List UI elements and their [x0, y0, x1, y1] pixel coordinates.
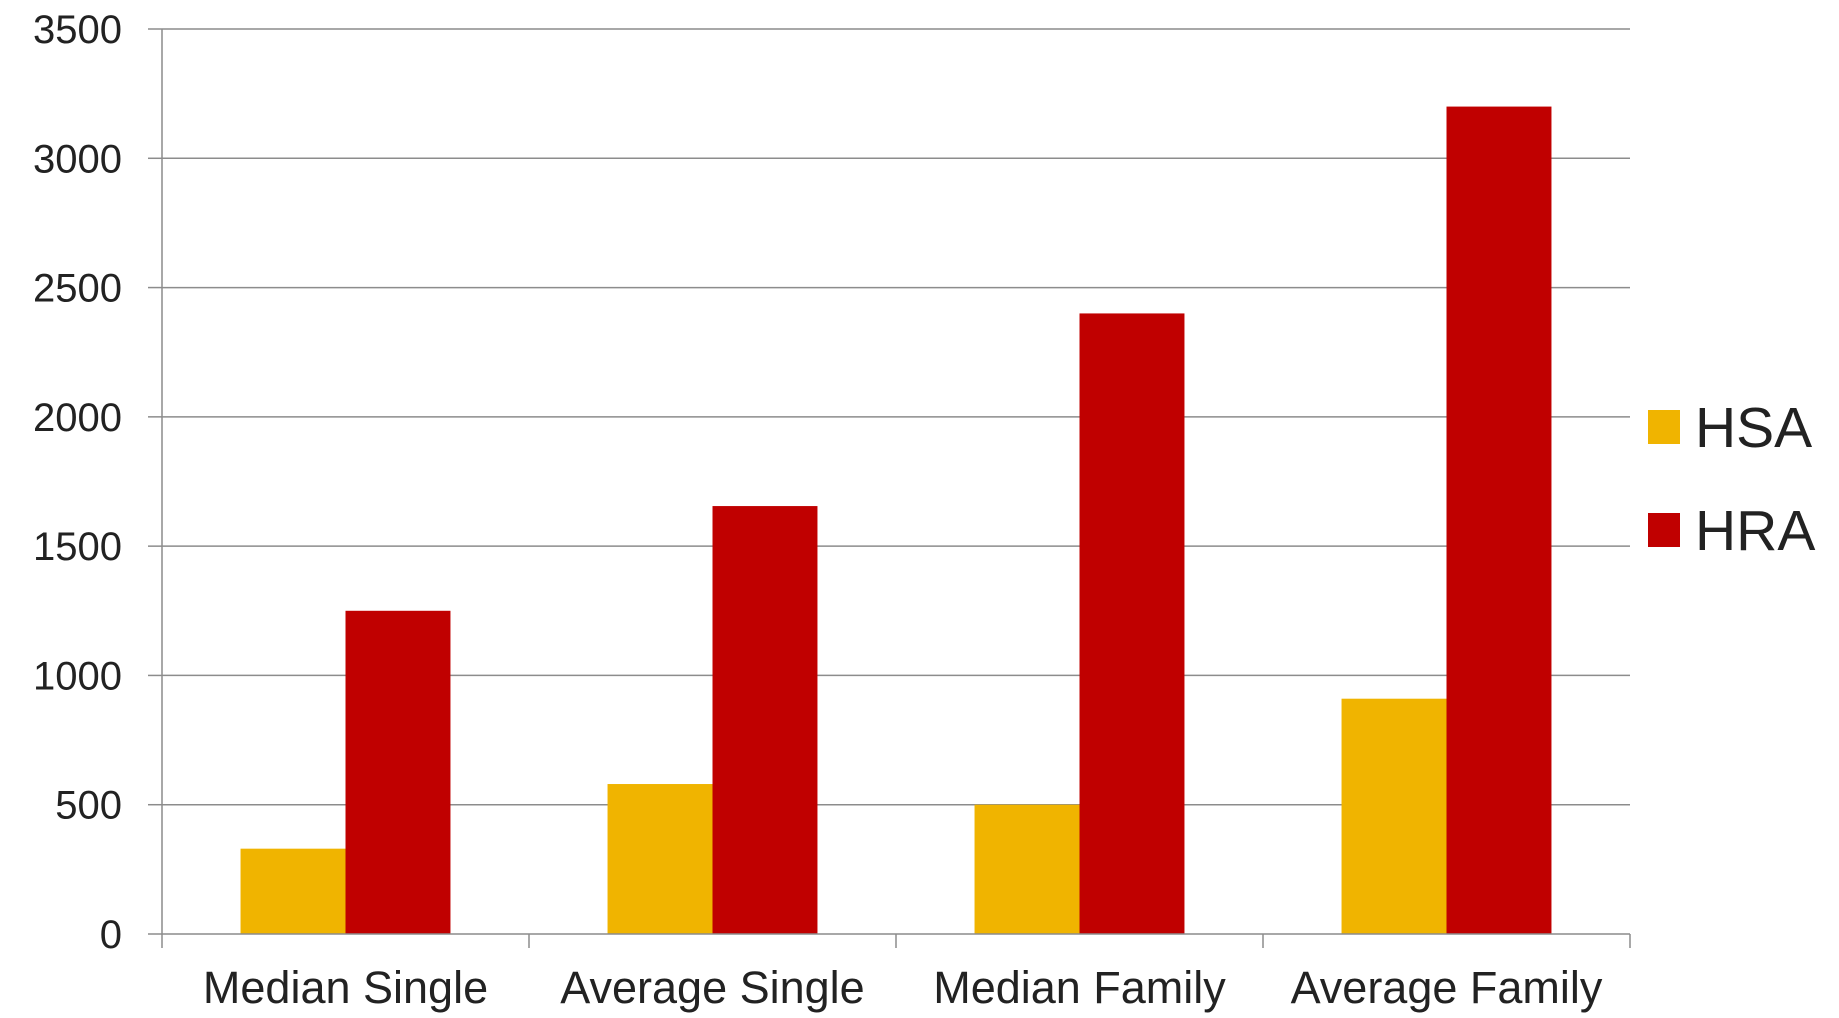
- x-tick-label: Average Family: [1291, 962, 1603, 1013]
- bar-hra-median-single: [345, 610, 451, 934]
- bar-hsa-median-single: [240, 848, 346, 934]
- bar-hsa-average-family: [1341, 698, 1447, 934]
- x-tick-label: Median Family: [933, 962, 1226, 1013]
- y-tick-label: 500: [55, 784, 122, 828]
- y-tick-label: 3000: [33, 137, 122, 181]
- y-tick-label: 1500: [33, 525, 122, 569]
- x-tick-label: Median Single: [203, 962, 488, 1013]
- y-tick-label: 2500: [33, 267, 122, 311]
- legend: HSA HRA: [1648, 396, 1815, 563]
- y-tick-label: 1000: [33, 654, 122, 698]
- bar-hra-average-family: [1446, 106, 1552, 935]
- y-tick-label: 3500: [33, 8, 122, 52]
- bars: [240, 106, 1552, 935]
- y-tick-label: 0: [100, 913, 122, 957]
- axes: 0 500 1000 1500 2000 2500 3000 3500 Median Singl…: [33, 8, 1631, 1013]
- legend-label-hsa: HSA: [1695, 396, 1812, 460]
- legend-swatch-hra: [1648, 513, 1680, 547]
- y-tick-label: 2000: [33, 396, 122, 440]
- legend-label-hra: HRA: [1695, 499, 1815, 563]
- bar-hra-average-single: [712, 506, 818, 934]
- bar-hsa-median-family: [974, 804, 1080, 934]
- bar-hsa-average-single: [607, 784, 713, 934]
- legend-swatch-hsa: [1648, 410, 1680, 444]
- x-tick-label: Average Single: [560, 962, 864, 1013]
- bar-hra-median-family: [1079, 313, 1185, 934]
